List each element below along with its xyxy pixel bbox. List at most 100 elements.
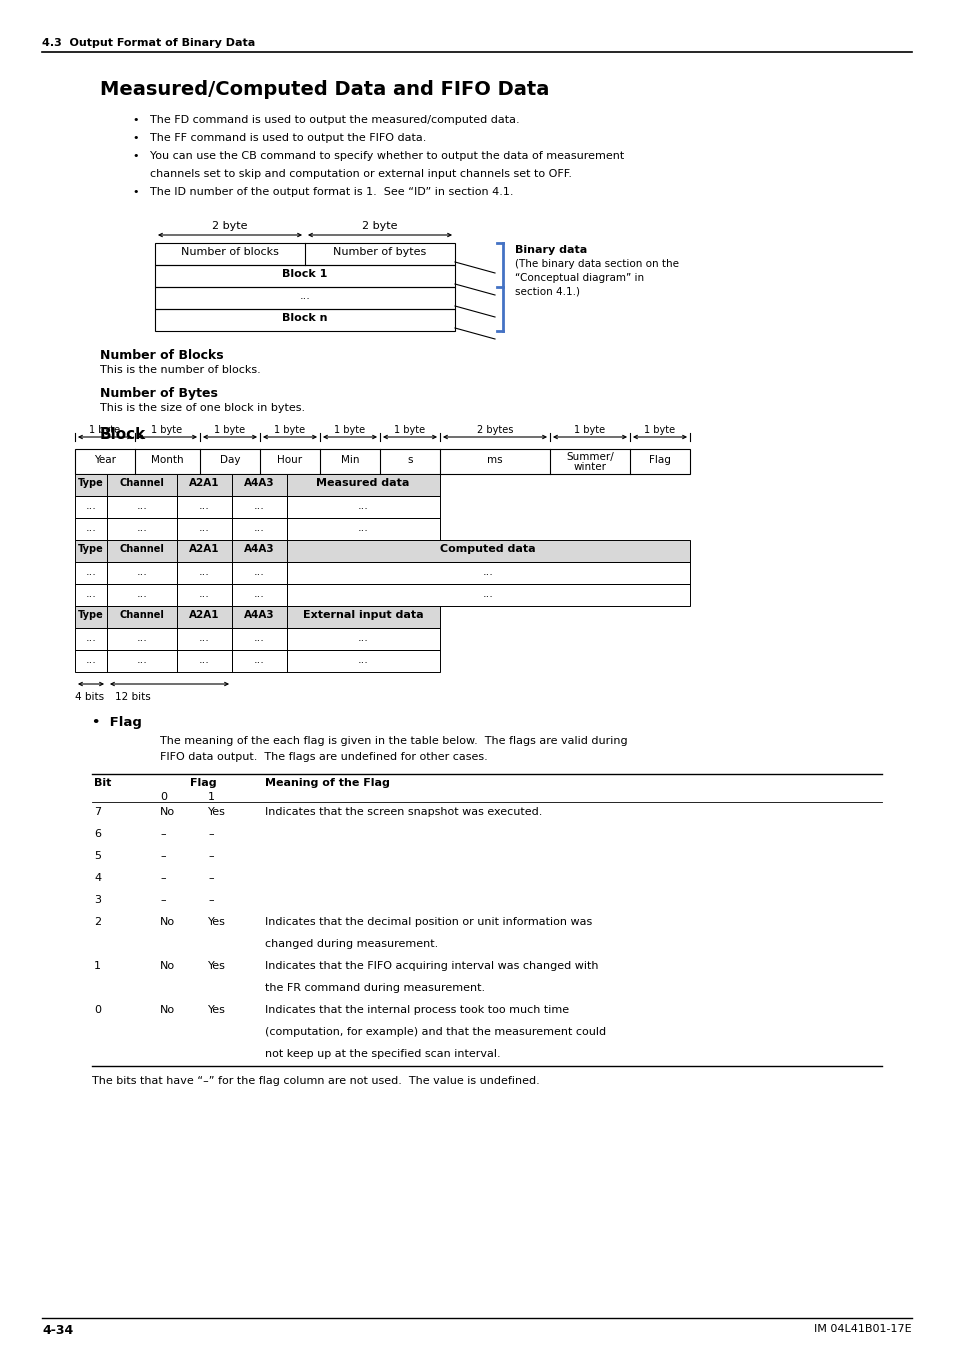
Text: ...: ... [136,501,148,512]
Bar [232,562,287,585]
Text: Measured/Computed Data and FIFO Data: Measured/Computed Data and FIFO Data [100,80,549,99]
Text: ...: ... [198,501,210,512]
Text: ...: ... [86,633,96,643]
Text: No: No [160,807,175,817]
Bar [107,585,177,606]
Text: Min: Min [340,455,359,464]
Bar [287,606,439,628]
Text: ...: ... [136,655,148,666]
Text: ...: ... [299,292,310,301]
Text: •: • [132,188,138,197]
Bar [232,649,287,672]
Bar [75,562,107,585]
Text: Indicates that the decimal position or unit information was: Indicates that the decimal position or u… [265,917,592,927]
Text: Yes: Yes [208,1004,226,1015]
Text: changed during measurement.: changed during measurement. [265,940,437,949]
Text: Summer/: Summer/ [565,452,613,462]
Text: Type: Type [78,610,104,620]
Text: Bit: Bit [94,778,112,788]
Bar [177,495,232,518]
Text: –: – [208,850,213,861]
Text: ...: ... [136,567,148,576]
Text: The ID number of the output format is 1.  See “ID” in section 4.1.: The ID number of the output format is 1.… [150,188,513,197]
Text: FIFO data output.  The flags are undefined for other cases.: FIFO data output. The flags are undefine… [160,752,487,761]
Text: ...: ... [357,633,368,643]
Text: (computation, for example) and that the measurement could: (computation, for example) and that the … [265,1027,605,1037]
Bar [232,495,287,518]
Bar [154,243,455,265]
Bar [287,540,689,562]
Bar [154,309,455,331]
Text: No: No [160,1004,175,1015]
Text: Flag: Flag [648,455,670,464]
Text: •: • [132,115,138,126]
Bar [177,606,232,628]
Text: Computed data: Computed data [439,544,536,554]
Text: 1 byte: 1 byte [394,425,425,435]
Text: –: – [208,873,213,883]
Bar [107,518,177,540]
Text: Binary data: Binary data [515,244,587,255]
Text: •  Flag: • Flag [91,716,142,729]
Text: 4 bits: 4 bits [75,693,104,702]
Text: You can use the CB command to specify whether to output the data of measurement: You can use the CB command to specify wh… [150,151,623,161]
Text: This is the number of blocks.: This is the number of blocks. [100,364,260,375]
Text: –: – [208,895,213,905]
Text: 1 byte: 1 byte [274,425,305,435]
Text: Number of blocks: Number of blocks [181,247,278,256]
Bar [287,495,439,518]
Text: The bits that have “–” for the flag column are not used.  The value is undefined: The bits that have “–” for the flag colu… [91,1076,539,1085]
Text: 1: 1 [208,792,214,802]
Bar [107,562,177,585]
Text: Block n: Block n [282,313,328,323]
Text: –: – [160,895,166,905]
Text: Channel: Channel [119,478,164,487]
Text: 2 byte: 2 byte [212,221,248,231]
Bar [287,585,689,606]
Bar [177,649,232,672]
Text: 2 bytes: 2 bytes [476,425,513,435]
Bar [75,540,107,562]
Text: ...: ... [86,589,96,599]
Bar [107,628,177,649]
Text: not keep up at the specified scan interval.: not keep up at the specified scan interv… [265,1049,500,1058]
Text: 1 byte: 1 byte [152,425,182,435]
Text: ...: ... [253,655,264,666]
Bar [177,628,232,649]
Bar [177,562,232,585]
Text: ...: ... [86,501,96,512]
Text: The FF command is used to output the FIFO data.: The FF command is used to output the FIF… [150,134,426,143]
Bar [75,518,107,540]
Text: (The binary data section on the: (The binary data section on the [515,259,679,269]
Text: ...: ... [253,522,264,533]
Text: 2: 2 [94,917,101,927]
Text: channels set to skip and computation or external input channels set to OFF.: channels set to skip and computation or … [150,169,572,180]
Text: A2A1: A2A1 [189,610,219,620]
Bar [287,562,689,585]
Bar [75,450,689,474]
Bar [154,265,455,288]
Bar [107,606,177,628]
Bar [107,649,177,672]
Bar [75,495,107,518]
Bar [232,585,287,606]
Bar [107,495,177,518]
Text: 7: 7 [94,807,101,817]
Bar [232,518,287,540]
Text: Measured data: Measured data [316,478,409,487]
Text: ...: ... [198,633,210,643]
Text: No: No [160,917,175,927]
Text: ...: ... [198,655,210,666]
Text: the FR command during measurement.: the FR command during measurement. [265,983,485,994]
Text: Number of Bytes: Number of Bytes [100,387,217,400]
Bar [177,518,232,540]
Bar [177,474,232,495]
Text: Hour: Hour [277,455,302,464]
Text: ...: ... [253,589,264,599]
Bar [287,474,439,495]
Text: Yes: Yes [208,961,226,971]
Text: ...: ... [86,567,96,576]
Text: Month: Month [151,455,183,464]
Text: 1 byte: 1 byte [214,425,245,435]
Text: 4.3  Output Format of Binary Data: 4.3 Output Format of Binary Data [42,38,255,49]
